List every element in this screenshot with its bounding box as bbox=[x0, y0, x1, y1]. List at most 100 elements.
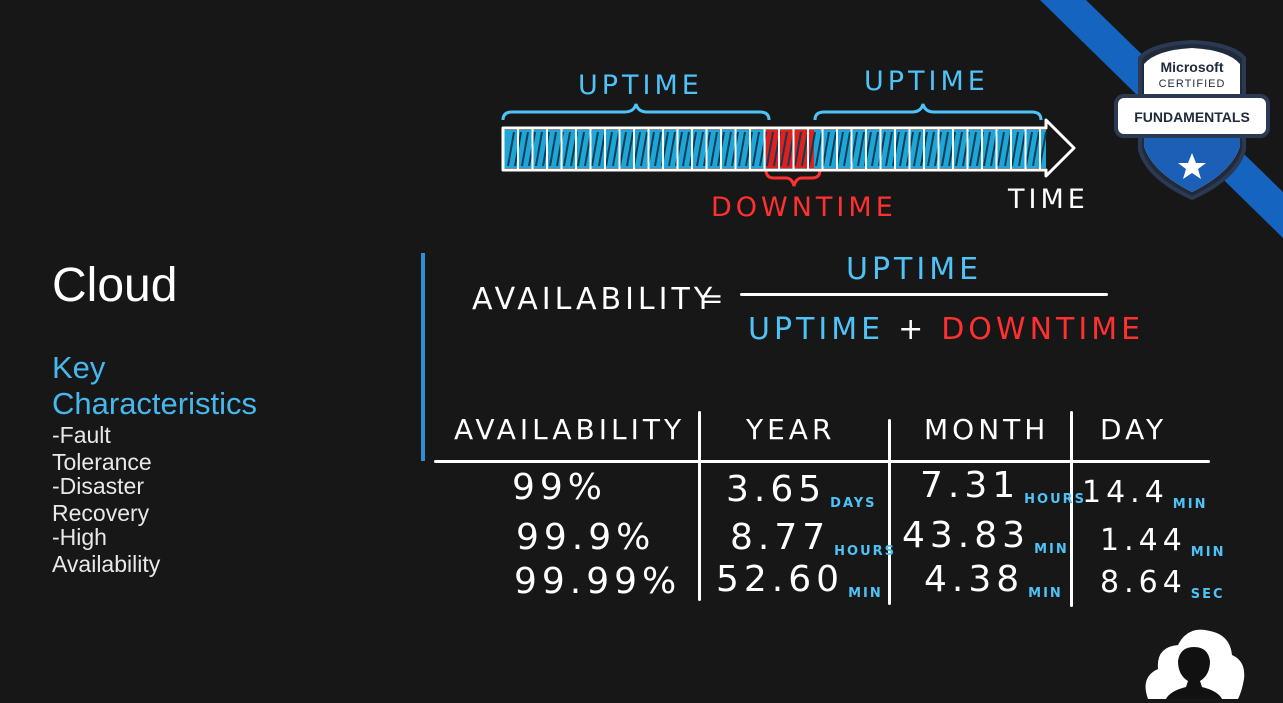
uptime-left-brace bbox=[501, 103, 771, 121]
cell-availability: 99.99% bbox=[514, 561, 682, 602]
hatch-stroke bbox=[710, 131, 718, 167]
hatch-stroke bbox=[822, 131, 830, 167]
hatch-stroke bbox=[1011, 131, 1019, 167]
header-day: DAY bbox=[1100, 413, 1168, 446]
time-axis-label: TIME bbox=[1008, 184, 1089, 215]
formula-equals: = bbox=[700, 282, 724, 315]
cell-day: 1.44 MIN bbox=[1100, 523, 1225, 560]
hatch-stroke bbox=[682, 131, 690, 167]
cell-availability: 99.9% bbox=[516, 517, 656, 558]
fraction-line bbox=[740, 293, 1108, 296]
hatch-stroke bbox=[535, 131, 543, 167]
hatch-stroke bbox=[871, 131, 879, 167]
availability-table: AVAILABILITY YEAR MONTH DAY 99% 3.65 DAYS… bbox=[432, 405, 1223, 607]
uptime-right-brace bbox=[813, 103, 1043, 121]
cell-day-value: 1.44 bbox=[1100, 523, 1187, 558]
header-underline bbox=[434, 460, 1210, 463]
hatch-stroke bbox=[605, 131, 613, 167]
cell-month-unit: MIN bbox=[1034, 542, 1069, 557]
vertical-divider bbox=[421, 253, 425, 461]
hatch-stroke bbox=[941, 131, 949, 167]
hatch-stroke bbox=[626, 131, 634, 167]
header-availability: AVAILABILITY bbox=[454, 413, 686, 446]
bullet-high-availability: -High Availability bbox=[52, 524, 161, 577]
cell-year: 52.60 MIN bbox=[716, 559, 883, 601]
hatch-stroke bbox=[843, 131, 851, 167]
cell-year-value: 3.65 bbox=[726, 469, 827, 510]
hatch-stroke bbox=[724, 131, 732, 167]
certification-badge: Microsoft CERTIFIED FUNDAMENTALS bbox=[1040, 0, 1283, 240]
cell-month: 7.31 HOURS bbox=[920, 465, 1086, 507]
cell-month: 4.38 MIN bbox=[924, 559, 1063, 601]
bullet-fault-tolerance: -Fault Tolerance bbox=[52, 422, 152, 475]
cell-year-unit: MIN bbox=[848, 586, 883, 601]
hatch-stroke bbox=[913, 131, 921, 167]
cell-month-value: 4.38 bbox=[924, 559, 1025, 600]
hatch-stroke bbox=[899, 131, 907, 167]
cell-day-value: 14.4 bbox=[1082, 475, 1169, 510]
hatch-stroke bbox=[563, 131, 571, 167]
bullet-disaster-recovery: -Disaster Recovery bbox=[52, 473, 150, 526]
hatch-stroke bbox=[752, 131, 760, 167]
badge-line-fundamentals: FUNDAMENTALS bbox=[1134, 109, 1250, 125]
section-subtitle: Key Characteristics bbox=[52, 350, 257, 421]
hatch-stroke bbox=[521, 131, 529, 167]
person-icon bbox=[1166, 647, 1222, 699]
cell-month-unit: HOURS bbox=[1024, 492, 1087, 507]
formula-numerator: UPTIME bbox=[846, 252, 983, 287]
cell-year: 8.77 HOURS bbox=[730, 517, 896, 559]
hatch-stroke bbox=[955, 131, 963, 167]
hatch-stroke bbox=[794, 131, 802, 167]
hatch-stroke bbox=[808, 131, 816, 167]
hatch-stroke bbox=[640, 131, 648, 167]
cell-availability: 99% bbox=[512, 467, 608, 508]
hatch-stroke bbox=[1032, 131, 1040, 167]
hatch-stroke bbox=[612, 131, 620, 167]
hatch-stroke bbox=[1025, 131, 1033, 167]
hatch-stroke bbox=[829, 131, 837, 167]
hatch-stroke bbox=[983, 131, 991, 167]
hatch-stroke bbox=[549, 131, 557, 167]
hatch-stroke bbox=[885, 131, 893, 167]
column-divider bbox=[698, 411, 701, 601]
badge-banner bbox=[1114, 94, 1270, 138]
hatch-stroke bbox=[969, 131, 977, 167]
cell-day: 14.4 MIN bbox=[1082, 475, 1207, 512]
cell-year-unit: DAYS bbox=[830, 496, 877, 511]
column-divider bbox=[1070, 411, 1073, 607]
uptime-right-label: UPTIME bbox=[864, 66, 989, 97]
uptime-left-label: UPTIME bbox=[578, 70, 703, 101]
hatch-stroke bbox=[927, 131, 935, 167]
hatch-stroke bbox=[738, 131, 746, 167]
column-divider bbox=[888, 419, 891, 605]
denominator-downtime: DOWNTIME bbox=[941, 312, 1145, 347]
hatch-stroke bbox=[577, 131, 585, 167]
cell-day: 8.64 SEC bbox=[1100, 565, 1225, 602]
timeline-arrow bbox=[501, 118, 1076, 178]
badge-line-microsoft: Microsoft bbox=[1161, 59, 1224, 75]
cell-year-unit: HOURS bbox=[834, 544, 897, 559]
hatch-stroke bbox=[766, 131, 774, 167]
star-icon bbox=[1178, 153, 1206, 179]
cell-month: 43.83 MIN bbox=[902, 515, 1069, 557]
page-title: Cloud bbox=[52, 259, 178, 312]
cell-year-value: 52.60 bbox=[716, 559, 845, 600]
formula-lhs: AVAILABILITY bbox=[472, 282, 717, 317]
hatch-stroke bbox=[696, 131, 704, 167]
hatch-stroke bbox=[668, 131, 676, 167]
cell-year-value: 8.77 bbox=[730, 517, 831, 558]
cell-day-unit: MIN bbox=[1190, 545, 1226, 560]
hatch-stroke bbox=[591, 131, 599, 167]
cell-year: 3.65 DAYS bbox=[726, 469, 877, 511]
hatch-stroke bbox=[997, 131, 1005, 167]
hatch-stroke bbox=[1018, 131, 1026, 167]
denominator-plus: + bbox=[898, 312, 928, 347]
cell-month-unit: MIN bbox=[1028, 586, 1063, 601]
hatch-stroke bbox=[654, 131, 662, 167]
denominator-uptime: UPTIME bbox=[748, 312, 885, 347]
formula-denominator: UPTIME + DOWNTIME bbox=[748, 312, 1144, 347]
timeline-diagram bbox=[501, 103, 1076, 187]
hatch-stroke bbox=[815, 131, 823, 167]
badge-line-certified: CERTIFIED bbox=[1159, 78, 1226, 90]
cell-day-unit: SEC bbox=[1190, 587, 1225, 602]
